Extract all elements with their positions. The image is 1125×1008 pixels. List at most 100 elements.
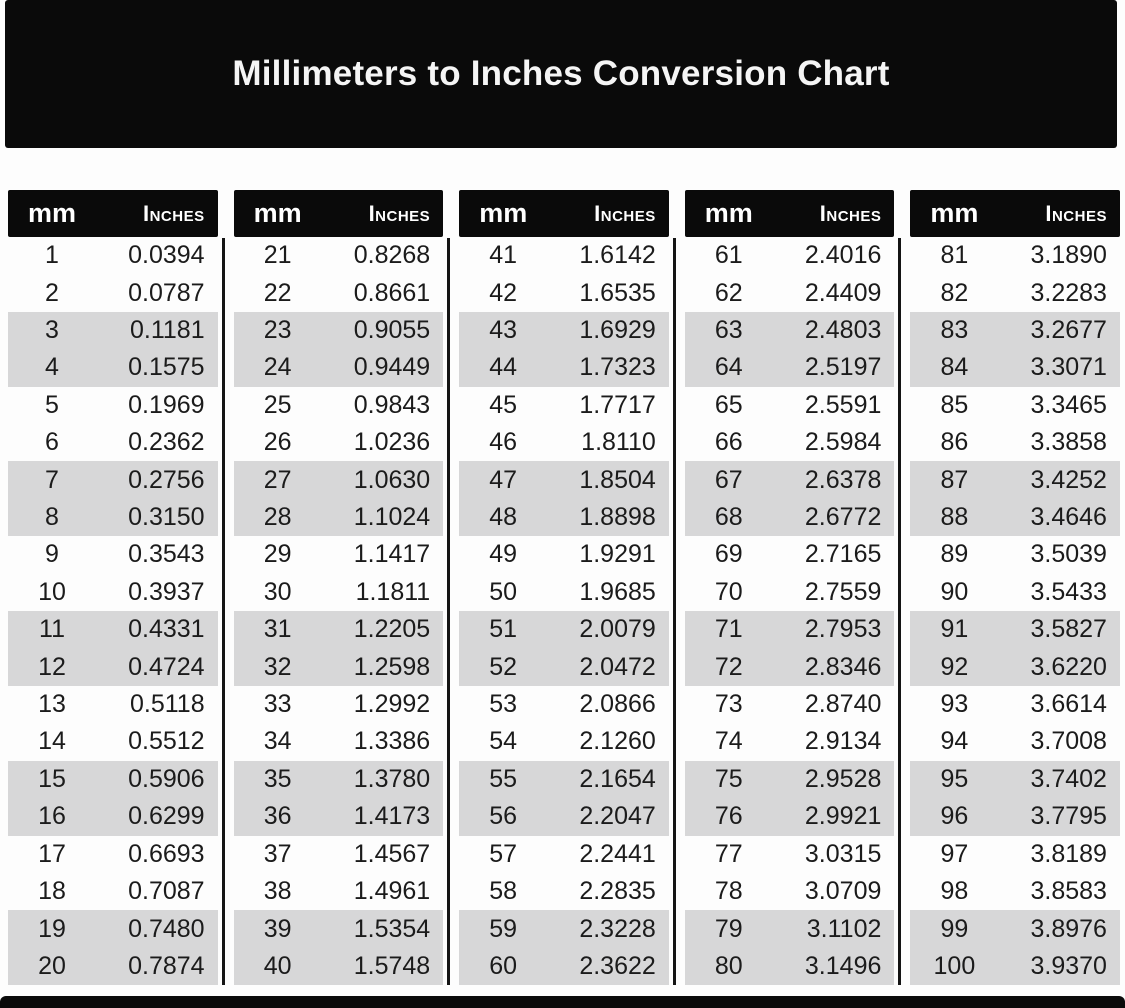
inches-value: 1.2992 [353,690,431,719]
mm-value: 16 [38,802,66,831]
inches-value: 3.7795 [1030,802,1107,831]
inches-value: 3.7008 [1030,727,1107,756]
mm-value: 88 [940,503,969,532]
table-row: 71 2.7953 [684,611,895,649]
mm-value: 6 [45,428,59,457]
table-row: 99 3.8976 [910,910,1120,948]
table-row: 35 1.3780 [233,760,444,799]
mm-value: 13 [38,690,66,719]
table-row: 84 3.3071 [910,349,1120,387]
inches-value: 1.1811 [355,577,431,606]
mm-value: 4 [45,353,59,382]
inches-value: 3.3071 [1030,353,1107,382]
mm-value: 64 [714,353,743,382]
inches-value: 3.1496 [804,951,882,980]
table-row: 19 0.7480 [8,910,218,948]
table-row: 66 2.5984 [685,424,895,461]
mm-value: 47 [489,465,518,494]
title-banner: Millimeters to Inches Conversion Chart [5,0,1117,148]
inches-header-label: Inches [1045,200,1107,226]
inches-value: 3.3858 [1030,428,1107,457]
inches-value: 2.8346 [804,652,882,681]
inches-value: 0.1969 [128,390,205,419]
mm-value: 60 [489,951,518,980]
inches-value: 2.2441 [579,839,656,868]
table-group-1-20: mm Inches 1 0.0394 2 0.0787 3 0.1181 4 0.1575 5 0… [8,190,218,986]
mm-value: 43 [489,316,518,345]
mm-value: 21 [263,241,292,270]
mm-value: 11 [39,615,65,644]
table-row: 18 0.7087 [8,873,218,910]
mm-value: 81 [940,241,969,270]
rows-container: 41 1.6142 42 1.6535 43 1.6929 44 1.7323 45 1.7717… [459,237,669,986]
inches-value: 1.5354 [353,914,431,943]
table-row: 55 2.1654 [459,760,669,799]
table-row: 61 2.4016 [685,237,895,274]
mm-value: 44 [489,353,518,382]
table-row: 85 3.3465 [910,387,1120,424]
mm-value: 31 [263,615,292,644]
table-row: 77 3.0315 [685,836,895,873]
table-row: 50 1.9685 [459,574,669,611]
inches-value: 1.2598 [353,652,431,681]
inches-value: 1.6929 [579,316,656,345]
rows-container: 1 0.0394 2 0.0787 3 0.1181 4 0.1575 5 0.1969 6 0.23… [8,237,218,986]
table-row: 76 2.9921 [684,798,895,836]
mm-value: 20 [38,951,66,980]
mm-value: 97 [940,839,969,868]
mm-value: 17 [38,839,66,868]
inches-value: 2.4803 [804,316,882,345]
mm-value: 3 [45,316,59,345]
table-row: 57 2.2441 [459,836,669,873]
inches-value: 3.4252 [1030,465,1107,494]
mm-value: 63 [714,316,743,345]
inches-value: 2.6378 [804,465,882,494]
inches-value: 1.8504 [579,465,656,494]
table-row: 70 2.7559 [685,574,895,611]
mm-value: 68 [714,503,743,532]
mm-value: 23 [263,316,292,345]
table-row: 75 2.9528 [684,760,895,799]
inches-value: 2.3228 [579,914,656,943]
inches-value: 2.7559 [804,577,882,606]
table-row: 13 0.5118 [8,686,218,723]
mm-value: 12 [38,652,66,681]
mm-value: 7 [45,465,59,494]
column-header: mm Inches [8,190,218,237]
inches-header-label: Inches [594,200,656,226]
inches-value: 2.1260 [579,727,656,756]
table-row: 9 0.3543 [8,536,218,573]
inches-value: 1.3386 [353,727,431,756]
table-row: 2 0.0787 [8,274,218,311]
table-row: 20 0.7874 [8,947,218,986]
table-row: 63 2.4803 [684,311,895,350]
mm-value: 32 [263,652,292,681]
mm-value: 80 [714,951,743,980]
table-row: 53 2.0866 [459,686,669,723]
inches-value: 3.2677 [1030,316,1107,345]
table-row: 69 2.7165 [685,536,895,573]
inches-value: 1.9291 [579,540,656,569]
inches-value: 1.7717 [579,390,656,419]
mm-value: 56 [489,802,518,831]
mm-value: 22 [263,278,292,307]
inches-value: 2.3622 [579,951,656,980]
mm-value: 35 [263,764,292,793]
inches-value: 2.9528 [804,764,882,793]
mm-value: 51 [489,615,518,644]
inches-value: 0.3150 [128,503,205,532]
mm-value: 55 [489,764,518,793]
table-row: 80 3.1496 [684,947,895,986]
inches-value: 2.4016 [804,241,882,270]
mm-value: 66 [714,428,743,457]
mm-value: 15 [38,764,66,793]
table-row: 52 2.0472 [459,648,669,686]
inches-value: 3.4646 [1030,503,1107,532]
table-row: 67 2.6378 [684,461,895,499]
inches-value: 3.3465 [1030,390,1107,419]
table-row: 42 1.6535 [459,274,669,311]
inches-value: 0.1181 [129,316,205,345]
vertical-divider [672,238,676,985]
table-row: 89 3.5039 [910,536,1120,573]
table-row: 62 2.4409 [685,274,895,311]
